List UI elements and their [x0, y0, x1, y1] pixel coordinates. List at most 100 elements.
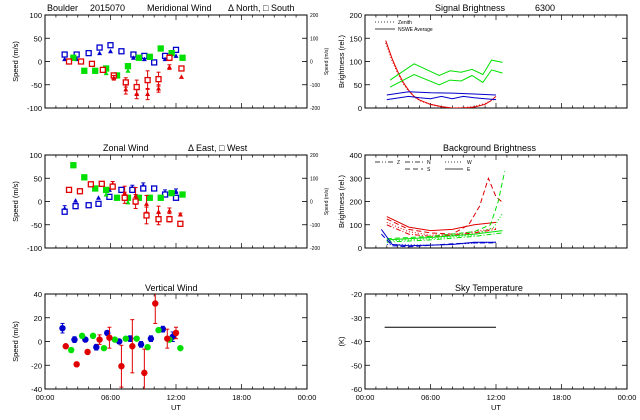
data-point-square-blue: [151, 185, 158, 192]
y-right-tick-label: -100: [310, 223, 320, 229]
chart-title: Zonal Wind: [103, 143, 149, 153]
data-point-green: [100, 344, 108, 352]
y-tick-label: 50: [354, 81, 362, 90]
data-point-square-red: [87, 181, 94, 188]
data-layer: [59, 294, 184, 389]
chart-title: Background Brightness: [443, 143, 537, 153]
data-point-triangle-green: [125, 199, 131, 205]
data-point-square-blue: [118, 186, 125, 194]
series-line-red: [385, 40, 497, 108]
data-point-red: [129, 343, 136, 350]
y-right-tick-label: 0: [310, 200, 313, 206]
data-point-red: [164, 335, 171, 342]
y-axis-label: (K): [337, 336, 346, 347]
data-point-square-red: [88, 60, 96, 67]
data-point-square-red: [65, 186, 73, 194]
panel-meridional: Meridional Wind Δ North, □ South 100 50 0 -50…: [11, 3, 330, 113]
series-line-blue: [386, 91, 497, 96]
x-tick-label: 06:00: [101, 393, 120, 402]
panel-vertical: Vertical Wind 40 20 0 -20 -40 Speed (m/s) 00:00…: [11, 283, 316, 412]
y-tick-label: 0: [358, 104, 362, 113]
x-tick-label: 00:00: [36, 393, 55, 402]
y-axis-label: Speed (m/s): [11, 41, 20, 82]
data-point-square-red: [99, 66, 107, 74]
data-point-green: [78, 332, 86, 339]
y-right-tick-label: -200: [310, 106, 320, 112]
data-layer: [61, 162, 186, 227]
series-line-green: [389, 59, 503, 81]
y-tick-label: 20: [34, 314, 42, 323]
x-tick-label: 00:00: [298, 393, 317, 402]
y-right-tick-label: 100: [310, 176, 319, 182]
data-point-triangle-red: [145, 91, 151, 97]
data-point-triangle-blue: [97, 50, 103, 56]
data-point-square-green: [92, 67, 99, 74]
data-point-square-blue: [106, 193, 113, 201]
data-point-triangle-red: [134, 91, 140, 97]
data-point-square-red: [121, 194, 128, 201]
data-point-square-blue: [107, 42, 114, 49]
legend-label: S: [427, 167, 431, 173]
data-point-triangle-red: [177, 212, 183, 217]
y-axis-label: Speed (m/s): [11, 321, 20, 362]
data-layer: [385, 40, 503, 108]
chart-title: Meridional Wind: [147, 3, 212, 13]
y-right-axis-label: Speed (m/s): [324, 188, 330, 216]
data-point-square-red: [144, 76, 151, 84]
x-tick-label: 12:00: [167, 393, 186, 402]
data-point-triangle-green: [103, 192, 109, 197]
series-line-green: [386, 212, 504, 242]
data-point-square-red: [109, 183, 116, 190]
date-label: 2015070: [90, 3, 125, 13]
data-point-square-blue: [172, 194, 180, 201]
data-point-triangle-blue: [95, 195, 101, 200]
x-tick-label: 12:00: [487, 393, 506, 402]
data-point-triangle-red: [166, 64, 172, 70]
y-right-tick-label: 100: [310, 36, 319, 42]
y-tick-label: 100: [349, 58, 362, 67]
y-tick-label: 0: [38, 338, 42, 347]
data-point-square-green: [124, 63, 132, 70]
data-point-red: [96, 336, 103, 343]
wavelength-label: 6300: [535, 3, 555, 13]
data-point-square-red: [166, 216, 173, 223]
plot-frame: [44, 154, 308, 249]
y-tick-label: 0: [38, 58, 42, 67]
data-point-triangle-green: [125, 68, 131, 73]
x-tick-label: 18:00: [552, 393, 571, 402]
data-point-square-blue: [85, 202, 92, 209]
y-tick-label: 40: [34, 290, 42, 299]
y-tick-label: -20: [31, 361, 42, 370]
data-point-square-blue: [140, 185, 147, 192]
data-point-square-green: [135, 54, 143, 61]
series-line-red: [386, 224, 497, 237]
y-tick-label: -40: [351, 338, 362, 347]
data-point-square-red: [133, 83, 140, 91]
data-point-square-blue: [85, 49, 92, 57]
legend-label: N: [427, 160, 431, 166]
y-tick-label: -50: [31, 81, 42, 90]
data-point-blue: [59, 325, 66, 332]
plot-frame: [364, 154, 628, 249]
data-point-green: [133, 335, 140, 342]
data-point-square-red: [155, 216, 162, 223]
data-point-green: [89, 332, 97, 339]
y-right-tick-label: 200: [310, 13, 319, 19]
data-point-blue: [147, 335, 155, 342]
data-point-square-red: [98, 180, 105, 187]
y-axis-label: Speed (m/s): [11, 181, 20, 222]
y-tick-label: 0: [38, 198, 42, 207]
plot-frame: [364, 293, 628, 390]
data-point-square-green: [168, 189, 175, 197]
x-tick-label: 06:00: [421, 393, 440, 402]
data-point-triangle-red: [111, 75, 117, 80]
series-line-green: [386, 230, 503, 241]
data-point-red: [73, 361, 80, 368]
y-tick-label: -50: [31, 221, 42, 230]
data-point-triangle-green: [103, 70, 109, 76]
panel-background: Background Brightness 400 300 200 100 0 Bright…: [337, 143, 628, 253]
data-point-blue: [71, 336, 78, 343]
y-tick-label: -20: [351, 290, 362, 299]
data-point-square-green: [179, 191, 186, 198]
data-point-square-green: [70, 54, 77, 61]
